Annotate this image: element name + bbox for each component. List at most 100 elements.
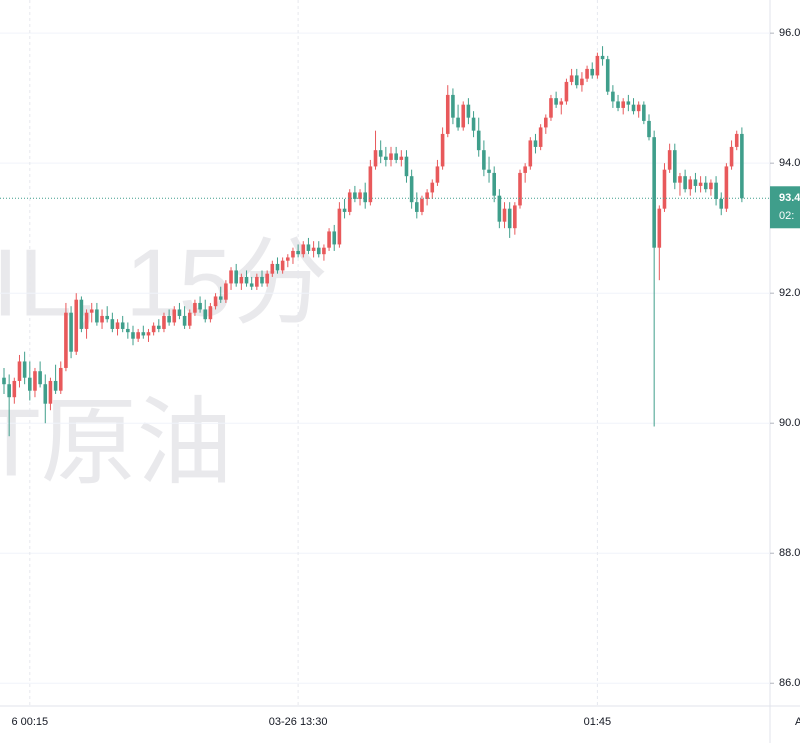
candle-body	[600, 55, 605, 60]
candle-body	[507, 208, 512, 229]
candle-body	[482, 150, 486, 170]
candle-body	[492, 172, 496, 196]
candle-body	[497, 195, 502, 222]
candle-body	[378, 150, 383, 157]
candle-body	[580, 78, 584, 86]
candle-body	[337, 208, 342, 245]
candle-body	[688, 179, 693, 190]
candle-body	[255, 276, 259, 287]
candle-body	[2, 377, 6, 385]
candle-body	[709, 182, 713, 190]
candle-body	[719, 198, 724, 209]
candle-body	[466, 104, 471, 118]
candle-body	[193, 302, 197, 313]
candle-body	[33, 371, 37, 391]
candle-body	[631, 104, 636, 112]
candle-body	[146, 332, 151, 336]
candle-body	[177, 309, 182, 316]
candle-body	[270, 263, 275, 274]
candle-body	[487, 169, 491, 173]
candle-body	[275, 263, 280, 271]
candle-body	[332, 231, 337, 245]
candle-body	[435, 166, 440, 183]
candle-body	[218, 296, 223, 300]
candle-body	[673, 150, 677, 183]
candle-body	[322, 247, 326, 255]
candle-body	[471, 117, 476, 131]
candle-body	[286, 257, 290, 261]
candle-body	[703, 182, 708, 190]
candle-body	[136, 332, 140, 339]
candle-body	[368, 166, 373, 203]
last-price-label: 93.4	[779, 192, 800, 204]
candle-body	[249, 283, 254, 287]
candle-body	[647, 120, 651, 138]
candle-body	[105, 315, 109, 320]
candle-body	[182, 315, 187, 326]
candle-body	[399, 156, 404, 160]
candle-body	[224, 283, 228, 300]
candle-body	[585, 68, 589, 79]
candle-body	[425, 192, 429, 199]
y-tick-label: 96.0	[779, 27, 800, 39]
candle-body	[12, 380, 17, 398]
candle-body	[203, 309, 208, 320]
candle-body	[590, 68, 595, 76]
candle-body	[415, 202, 419, 212]
candle-body	[611, 91, 615, 102]
candle-body	[451, 94, 455, 118]
candle-body	[327, 231, 331, 248]
candle-body	[244, 276, 249, 284]
candle-body	[667, 150, 672, 170]
candle-body	[43, 384, 48, 404]
candle-body	[306, 244, 311, 251]
candle-body	[409, 176, 414, 203]
candle-body	[291, 250, 295, 258]
candle-body	[363, 192, 367, 203]
candle-body	[234, 270, 238, 284]
candle-body	[404, 156, 409, 177]
candle-body	[461, 104, 466, 128]
candle-body	[569, 75, 574, 82]
candle-body	[626, 101, 631, 105]
candle-body	[296, 250, 300, 255]
candle-body	[48, 380, 53, 404]
candle-body	[724, 166, 729, 209]
x-axis-corner-label: A	[795, 716, 800, 728]
y-tick-label: 88.0	[779, 547, 800, 559]
candle-body	[151, 325, 156, 333]
candle-body	[17, 361, 22, 381]
candle-body	[714, 182, 718, 199]
y-tick-label: 92.0	[779, 287, 800, 299]
candle-body	[7, 384, 11, 398]
candle-body	[740, 133, 744, 199]
candle-body	[347, 192, 352, 212]
candle-body	[84, 312, 89, 329]
y-tick-label: 90.0	[779, 417, 800, 429]
candle-body	[126, 328, 130, 333]
candle-body	[316, 247, 321, 255]
candle-body	[528, 140, 533, 167]
candle-body	[440, 133, 445, 167]
candle-body	[502, 208, 507, 222]
candle-body	[53, 380, 58, 391]
candle-body	[115, 322, 120, 329]
candle-body	[157, 325, 161, 329]
candle-body	[311, 247, 316, 251]
candle-body	[394, 153, 398, 160]
candle-body	[208, 306, 213, 320]
candle-body	[301, 244, 306, 255]
candle-body	[554, 98, 558, 105]
candle-body	[564, 81, 569, 102]
candle-body	[342, 208, 347, 212]
candle-body	[358, 192, 362, 199]
candle-body	[89, 309, 94, 313]
candle-body	[131, 332, 135, 339]
candle-body	[445, 94, 450, 134]
candle-body	[22, 361, 27, 378]
candle-body	[74, 299, 79, 352]
candle-body	[652, 137, 656, 248]
candle-body	[538, 127, 543, 147]
